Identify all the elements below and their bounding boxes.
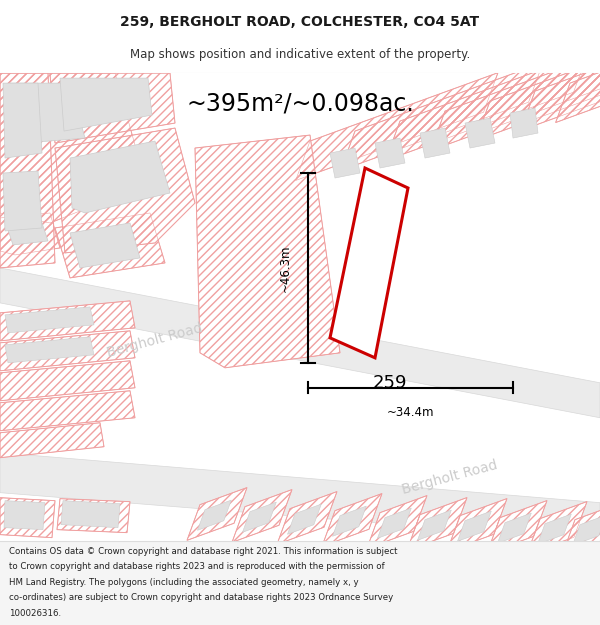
Polygon shape: [562, 503, 600, 556]
Polygon shape: [50, 73, 175, 143]
Polygon shape: [0, 452, 600, 541]
Polygon shape: [10, 83, 85, 143]
Polygon shape: [332, 506, 367, 536]
Polygon shape: [465, 118, 495, 148]
Text: ~46.3m: ~46.3m: [278, 244, 292, 292]
Polygon shape: [195, 135, 340, 368]
Polygon shape: [407, 498, 467, 551]
Polygon shape: [431, 42, 600, 151]
Polygon shape: [476, 32, 600, 141]
Text: Map shows position and indicative extent of the property.: Map shows position and indicative extent…: [130, 48, 470, 61]
Polygon shape: [296, 72, 498, 181]
Polygon shape: [418, 510, 451, 540]
Polygon shape: [330, 168, 408, 358]
Polygon shape: [0, 73, 140, 223]
Polygon shape: [375, 138, 405, 168]
Polygon shape: [3, 171, 42, 231]
Polygon shape: [0, 268, 600, 418]
Polygon shape: [0, 361, 135, 401]
Text: HM Land Registry. The polygons (including the associated geometry, namely x, y: HM Land Registry. The polygons (includin…: [9, 578, 359, 587]
Polygon shape: [386, 52, 588, 161]
Polygon shape: [572, 515, 600, 545]
Text: 259, BERGHOLT ROAD, COLCHESTER, CO4 5AT: 259, BERGHOLT ROAD, COLCHESTER, CO4 5AT: [121, 15, 479, 29]
Polygon shape: [70, 141, 170, 213]
Polygon shape: [55, 128, 195, 253]
Polygon shape: [60, 78, 152, 131]
Text: Bergholt Road: Bergholt Road: [106, 321, 205, 361]
Polygon shape: [0, 213, 60, 255]
Polygon shape: [197, 500, 232, 530]
Polygon shape: [487, 501, 547, 553]
Polygon shape: [61, 501, 120, 528]
Polygon shape: [70, 223, 140, 268]
Polygon shape: [0, 391, 135, 431]
Polygon shape: [0, 422, 104, 457]
Polygon shape: [5, 337, 94, 363]
Polygon shape: [0, 498, 55, 538]
Polygon shape: [510, 108, 538, 138]
Polygon shape: [367, 496, 427, 548]
Polygon shape: [4, 501, 45, 529]
Text: ~34.4m: ~34.4m: [387, 406, 434, 419]
Text: Contains OS data © Crown copyright and database right 2021. This information is : Contains OS data © Crown copyright and d…: [9, 546, 398, 556]
Text: co-ordinates) are subject to Crown copyright and database rights 2023 Ordnance S: co-ordinates) are subject to Crown copyr…: [9, 593, 393, 602]
Text: ~395m²/~0.098ac.: ~395m²/~0.098ac.: [186, 92, 414, 116]
Text: to Crown copyright and database rights 2023 and is reproduced with the permissio: to Crown copyright and database rights 2…: [9, 562, 385, 571]
Polygon shape: [377, 508, 412, 538]
Polygon shape: [0, 73, 55, 268]
Polygon shape: [322, 494, 382, 546]
Text: Bergholt Road: Bergholt Road: [401, 458, 499, 498]
Polygon shape: [55, 213, 165, 278]
Polygon shape: [187, 488, 247, 541]
Polygon shape: [521, 22, 600, 131]
Polygon shape: [538, 514, 571, 544]
Polygon shape: [330, 148, 360, 178]
Polygon shape: [5, 217, 48, 245]
Polygon shape: [0, 301, 135, 341]
Polygon shape: [232, 489, 292, 542]
Polygon shape: [457, 511, 491, 541]
Polygon shape: [447, 499, 507, 551]
Polygon shape: [527, 502, 587, 554]
Polygon shape: [242, 502, 277, 532]
Text: 100026316.: 100026316.: [9, 609, 61, 618]
Polygon shape: [0, 331, 135, 371]
Text: 259: 259: [373, 374, 407, 392]
Polygon shape: [556, 15, 600, 123]
Polygon shape: [497, 513, 532, 543]
Polygon shape: [57, 499, 130, 532]
Polygon shape: [420, 128, 450, 158]
Polygon shape: [287, 504, 322, 534]
Polygon shape: [277, 492, 337, 544]
Polygon shape: [341, 62, 543, 171]
Polygon shape: [5, 307, 94, 333]
Polygon shape: [3, 83, 42, 158]
